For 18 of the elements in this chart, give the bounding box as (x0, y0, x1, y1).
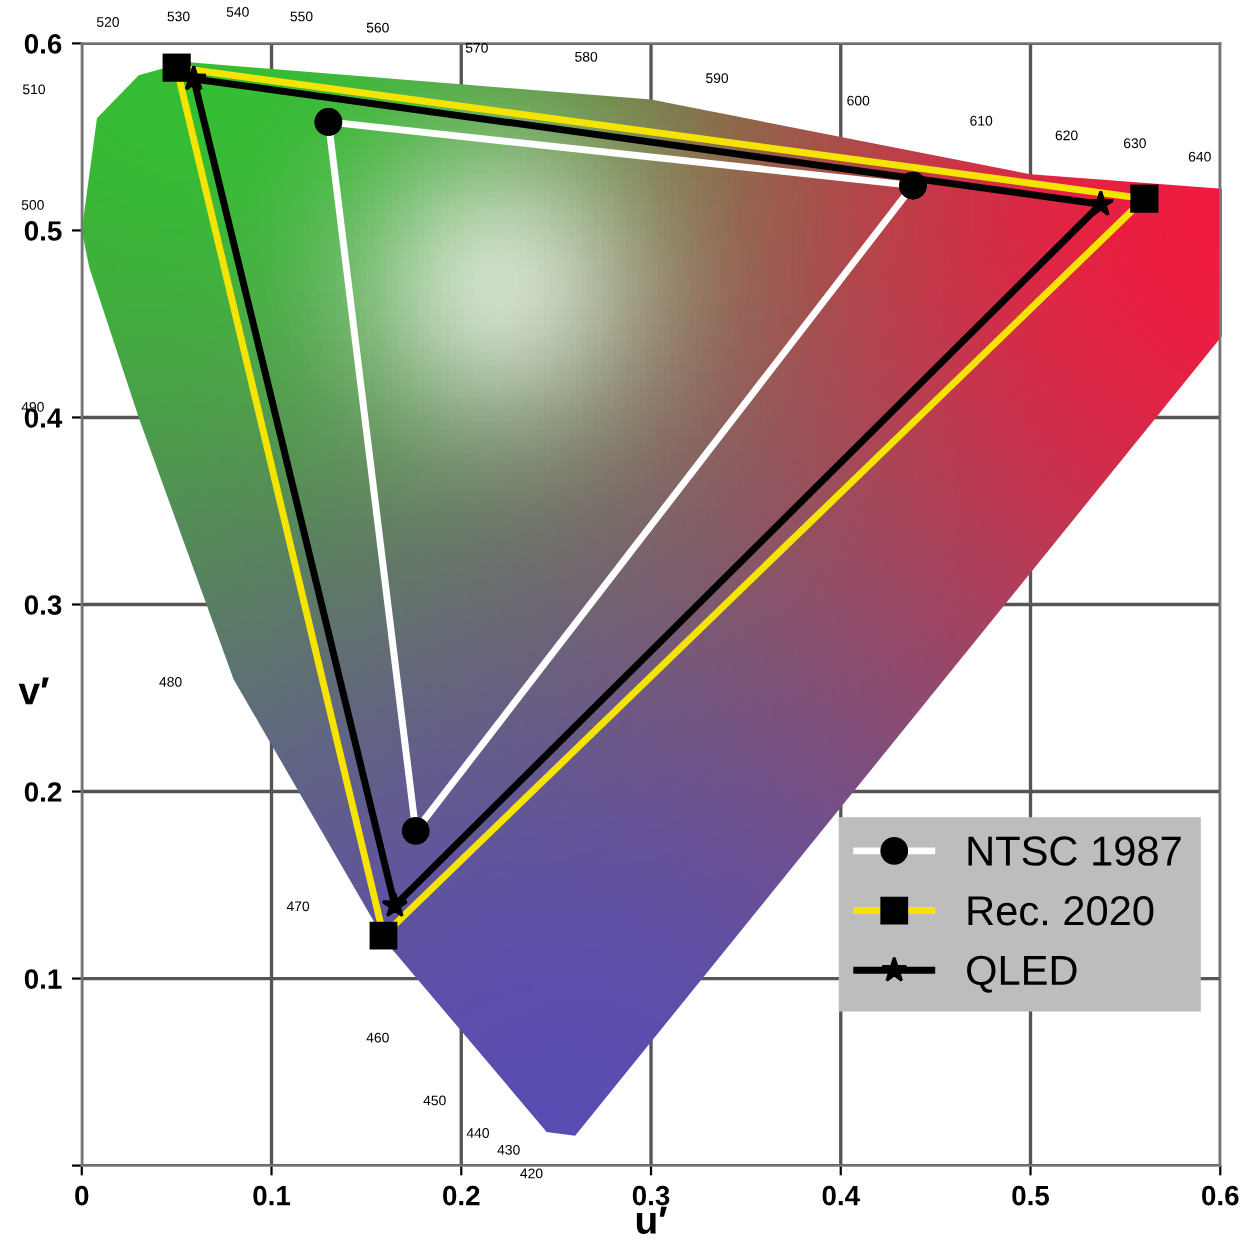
x-tick-label: 0 (75, 1185, 89, 1206)
y-tick-label: 0.6 (24, 34, 62, 54)
y-axis-title: v′ (18, 677, 49, 705)
x-axis-title: u′ (636, 1206, 667, 1234)
x-tick-label: 0.4 (822, 1185, 860, 1206)
legend-label: NTSC 1987 (968, 836, 1181, 866)
y-tick-label: 0.3 (24, 595, 62, 615)
y-tick-label: 0.5 (24, 221, 62, 241)
legend-label: Rec. 2020 (968, 896, 1154, 926)
y-tick-label: 0.1 (24, 969, 62, 989)
y-tick-label: 0.4 (24, 408, 63, 428)
x-tick-label: 0.5 (1012, 1185, 1050, 1206)
x-tick-label: 0.6 (1202, 1185, 1239, 1206)
x-tick-label: 0.3 (632, 1185, 670, 1206)
legend-label: QLED (967, 955, 1077, 993)
y-tick-label: 0.2 (24, 782, 62, 802)
x-tick-label: 0.1 (253, 1185, 291, 1206)
x-tick-label: 0.2 (443, 1185, 480, 1206)
